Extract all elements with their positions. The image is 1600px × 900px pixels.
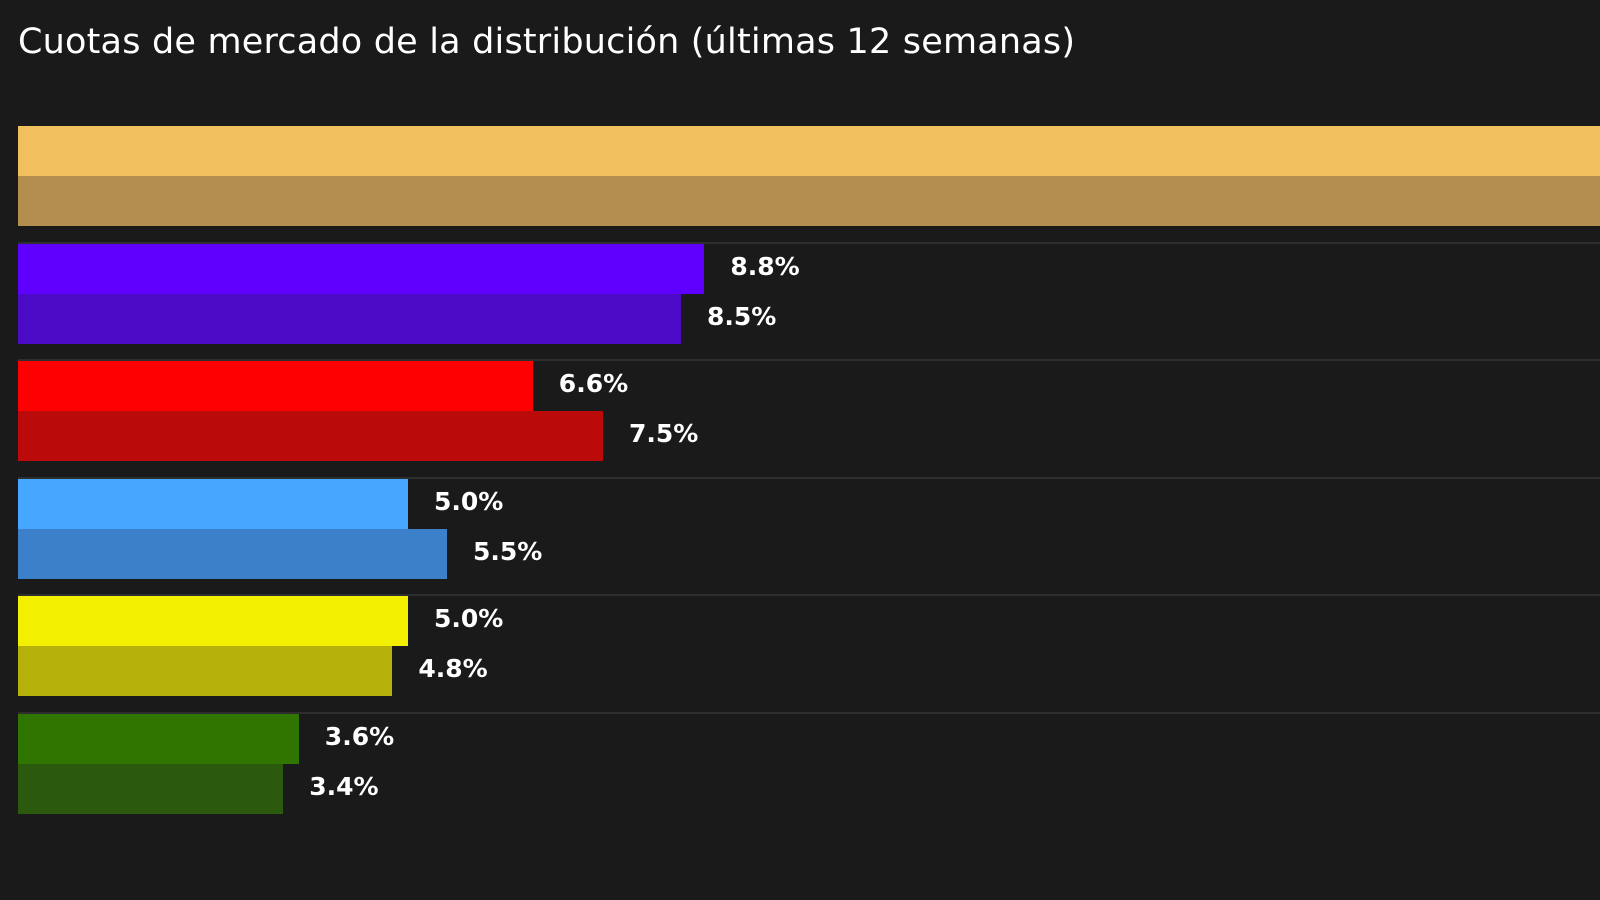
data-label: 5.0% <box>434 486 504 516</box>
bar-group-2-series-2 <box>18 293 681 344</box>
group-separator <box>18 711 1600 714</box>
bar-group-2-series-1 <box>18 243 705 294</box>
group-separator <box>18 241 1600 244</box>
bar-group-1-series-2 <box>18 176 1600 226</box>
bar-group-5-series-1 <box>18 596 408 646</box>
data-label: 7.5% <box>629 419 699 448</box>
data-label: 6.6% <box>558 369 629 398</box>
data-label: 8.8% <box>730 251 800 281</box>
bar-group-6-series-2 <box>18 763 284 814</box>
bar-group-5-series-2 <box>18 646 393 696</box>
data-label: 8.5% <box>707 301 777 331</box>
bar-group-3-series-2 <box>18 411 603 461</box>
bar-group-3-series-1 <box>18 361 533 411</box>
bar-group-1-series-1 <box>18 126 1600 176</box>
group-separator <box>18 476 1600 479</box>
chart-title: Cuotas de mercado de la distribución (úl… <box>18 22 1076 62</box>
data-label: 3.6% <box>324 721 395 751</box>
data-label: 3.4% <box>309 771 379 801</box>
data-label: 4.8% <box>418 654 488 683</box>
group-separator <box>18 359 1600 361</box>
bar-group-4-series-1 <box>18 478 408 529</box>
bar-group-6-series-1 <box>18 713 299 764</box>
data-label: 5.0% <box>434 604 504 633</box>
data-label: 5.5% <box>473 536 543 566</box>
bar-group-4-series-2 <box>18 528 447 579</box>
group-separator <box>18 594 1600 596</box>
